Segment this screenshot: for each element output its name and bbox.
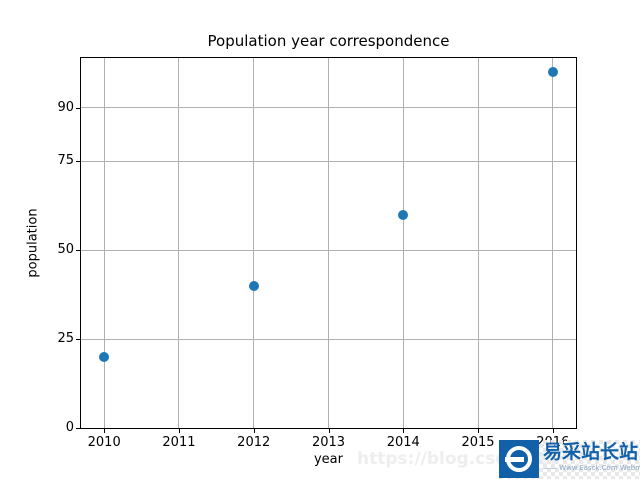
gridline-x <box>402 58 404 428</box>
gridline-y <box>81 160 576 162</box>
x-tick <box>253 429 255 433</box>
x-tick <box>104 429 106 433</box>
y-tick <box>76 428 80 429</box>
data-point <box>99 351 110 362</box>
y-tick <box>76 250 80 252</box>
gridline-y <box>81 338 576 340</box>
y-tick <box>76 339 80 341</box>
y-tick-label: 90 <box>57 99 74 115</box>
x-tick <box>403 429 405 433</box>
y-tick <box>76 161 80 163</box>
x-tick-label: 2010 <box>87 435 121 450</box>
data-point <box>547 67 558 78</box>
watermark-site-name: 易采站长站 <box>543 441 639 463</box>
gridline-x <box>328 58 329 428</box>
gridline-x <box>552 58 554 428</box>
y-tick-label: 75 <box>57 153 74 169</box>
x-tick-label: 2015 <box>461 435 495 450</box>
x-tick <box>552 429 554 433</box>
gridline-y <box>81 249 576 251</box>
chart-title: Population year correspondence <box>207 32 450 50</box>
watermark-tagline: —— Www.Easck.Com Webmaster <box>543 464 640 472</box>
gridline-x <box>178 58 180 428</box>
site-watermark: 易采站长站 —— Www.Easck.Com Webmaster <box>499 440 640 479</box>
x-tick <box>178 429 180 433</box>
gridline-x <box>103 58 105 428</box>
data-point <box>398 209 409 220</box>
y-tick <box>76 107 80 109</box>
y-tick-label: 50 <box>57 242 74 258</box>
gridline-y <box>81 107 576 109</box>
y-tick-label: 25 <box>57 331 74 347</box>
x-tick-label: 2011 <box>162 435 196 450</box>
x-tick <box>328 429 330 433</box>
gridline-x <box>253 58 255 428</box>
gridline-x <box>477 58 479 428</box>
x-tick <box>478 429 480 433</box>
x-axis-label: year <box>313 452 343 467</box>
x-tick-label: 2013 <box>311 435 346 450</box>
easck-logo-icon <box>499 440 539 478</box>
plot-area <box>80 57 577 429</box>
x-tick-label: 2012 <box>237 435 271 450</box>
y-tick-label: 0 <box>65 420 74 435</box>
x-tick-label: 2014 <box>386 435 420 450</box>
data-point <box>248 280 259 291</box>
